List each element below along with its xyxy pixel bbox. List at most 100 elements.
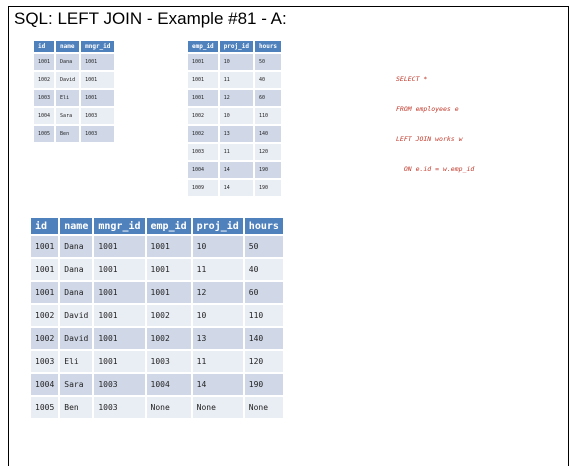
table-row: 1009 14 190 — [188, 180, 282, 196]
table-cell: 10 — [219, 108, 253, 124]
table-row: 1001 12 60 — [188, 90, 282, 106]
column-header: mngr_id — [94, 218, 145, 234]
table-cell: 1001 — [94, 282, 145, 303]
slide-frame — [8, 6, 569, 466]
table-cell: 1003 — [94, 374, 145, 395]
table-cell: 1004 — [31, 374, 59, 395]
table-cell: Dana — [60, 259, 93, 280]
table-cell: 1001 — [94, 328, 145, 349]
table-row: 1004 14 190 — [188, 162, 282, 178]
table-cell: 1003 — [34, 90, 55, 106]
column-header: hours — [254, 41, 282, 52]
table-cell: 1001 — [31, 259, 59, 280]
table-cell: 13 — [192, 328, 243, 349]
table-cell: 110 — [254, 108, 282, 124]
table-cell: 120 — [244, 351, 283, 372]
table-cell: 190 — [244, 374, 283, 395]
employees-table: id name mngr_id 1001 Dana 1001 1002 David 1001 1… — [32, 39, 116, 144]
table-cell: 11 — [219, 72, 253, 88]
table-row: 1001 11 40 — [188, 72, 282, 88]
table-cell: None — [146, 397, 191, 418]
table-row: 1001 Dana 1001 1001 10 50 — [31, 236, 283, 257]
column-header: proj_id — [219, 41, 253, 52]
result-table: id name mngr_id emp_id proj_id hours 1001 Dana… — [29, 216, 285, 420]
table-cell: 1001 — [94, 236, 145, 257]
table-cell: 1002 — [31, 328, 59, 349]
sql-line: FROM employees e — [396, 105, 459, 113]
table-cell: 10 — [219, 54, 253, 70]
table-cell: 1002 — [188, 108, 218, 124]
table-cell: 60 — [254, 90, 282, 106]
table-cell: 12 — [192, 282, 243, 303]
table-cell: 140 — [254, 126, 282, 142]
table-row: 1002 David 1001 1002 13 140 — [31, 328, 283, 349]
table-cell: 1001 — [188, 90, 218, 106]
table-cell: Eli — [60, 351, 93, 372]
table-cell: 11 — [192, 259, 243, 280]
column-header: mngr_id — [81, 41, 115, 52]
table-cell: 1002 — [34, 72, 55, 88]
table-cell: 1001 — [94, 305, 145, 326]
table-cell: 1004 — [146, 374, 191, 395]
table-cell: 1004 — [188, 162, 218, 178]
table-row: 1005 Ben 1003 None None None — [31, 397, 283, 418]
table-cell: 110 — [244, 305, 283, 326]
table-cell: 190 — [254, 180, 282, 196]
table-cell: 40 — [254, 72, 282, 88]
table-row: 1001 Dana 1001 1001 11 40 — [31, 259, 283, 280]
table-cell: David — [60, 305, 93, 326]
table-cell: Eli — [56, 90, 80, 106]
table-row: 1004 Sara 1003 — [34, 108, 115, 124]
table-header-row: emp_id proj_id hours — [188, 41, 282, 52]
table-header-row: id name mngr_id — [34, 41, 115, 52]
table-cell: 50 — [244, 236, 283, 257]
table-cell: David — [60, 328, 93, 349]
table-cell: 1003 — [94, 397, 145, 418]
table-cell: 1003 — [146, 351, 191, 372]
table-cell: 1005 — [34, 126, 55, 142]
table-row: 1002 David 1001 1002 10 110 — [31, 305, 283, 326]
table-row: 1001 10 50 — [188, 54, 282, 70]
table-cell: None — [244, 397, 283, 418]
table-cell: Dana — [60, 282, 93, 303]
table-cell: 50 — [254, 54, 282, 70]
column-header: id — [31, 218, 59, 234]
table-cell: 1001 — [94, 259, 145, 280]
table-cell: Sara — [56, 108, 80, 124]
table-cell: 1001 — [146, 259, 191, 280]
table-cell: 60 — [244, 282, 283, 303]
table-cell: 1003 — [81, 108, 115, 124]
table-cell: 11 — [192, 351, 243, 372]
table-cell: 1001 — [188, 54, 218, 70]
table-cell: 10 — [192, 305, 243, 326]
table-cell: 1005 — [31, 397, 59, 418]
column-header: emp_id — [188, 41, 218, 52]
table-cell: David — [56, 72, 80, 88]
sql-line: ON e.id = w.emp_id — [396, 165, 475, 173]
table-cell: 14 — [192, 374, 243, 395]
table-row: 1003 Eli 1001 — [34, 90, 115, 106]
table-cell: 11 — [219, 144, 253, 160]
column-header: proj_id — [192, 218, 243, 234]
table-row: 1003 11 120 — [188, 144, 282, 160]
table-cell: 140 — [244, 328, 283, 349]
table-row: 1001 Dana 1001 1001 12 60 — [31, 282, 283, 303]
table-row: 1005 Ben 1003 — [34, 126, 115, 142]
table-row: 1002 David 1001 — [34, 72, 115, 88]
table-row: 1002 13 140 — [188, 126, 282, 142]
table-cell: 1009 — [188, 180, 218, 196]
table-cell: 1001 — [81, 72, 115, 88]
column-header: hours — [244, 218, 283, 234]
table-cell: 1001 — [31, 282, 59, 303]
table-cell: 1003 — [31, 351, 59, 372]
sql-line: SELECT * — [396, 75, 428, 83]
table-cell: 13 — [219, 126, 253, 142]
table-cell: Sara — [60, 374, 93, 395]
table-cell: 1003 — [188, 144, 218, 160]
table-cell: 1002 — [146, 328, 191, 349]
works-table: emp_id proj_id hours 1001 10 50 1001 11 40 1001 1… — [186, 39, 283, 198]
table-row: 1001 Dana 1001 — [34, 54, 115, 70]
table-cell: 190 — [254, 162, 282, 178]
table-cell: 40 — [244, 259, 283, 280]
table-cell: 14 — [219, 162, 253, 178]
